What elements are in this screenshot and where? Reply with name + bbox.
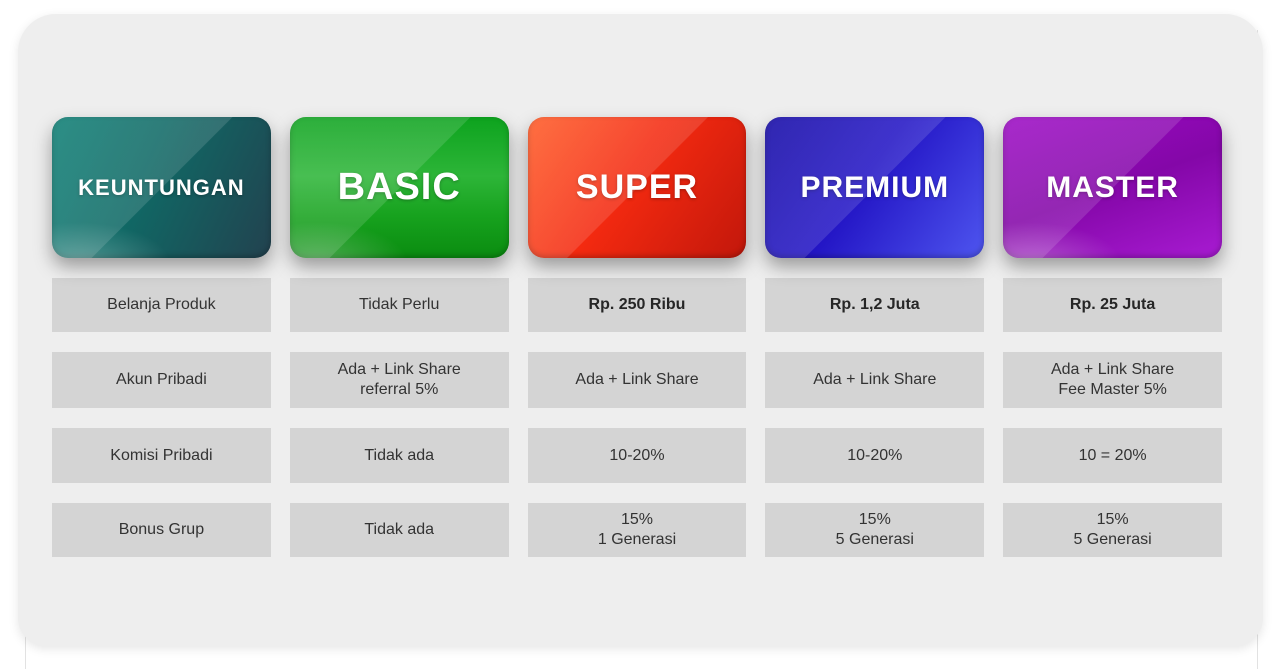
cell-line: 15%: [1096, 511, 1129, 528]
cell-line: Ada + Link Share: [813, 371, 937, 388]
cell-keuntungan-komisi-pribadi: Komisi Pribadi: [52, 428, 271, 483]
cell-keuntungan-belanja-produk: Belanja Produk: [52, 278, 271, 332]
tier-card-super: SUPER: [527, 117, 747, 258]
cell-basic-akun-pribadi: Ada + Link Share referral 5%: [289, 352, 509, 408]
cell-keuntungan-akun-pribadi: Akun Pribadi: [52, 352, 271, 408]
cell-line: Rp. 1,2 Juta: [829, 296, 920, 313]
cell-line: 15%: [858, 511, 891, 528]
cell-premium-komisi-pribadi: 10-20%: [765, 428, 985, 483]
tier-card-label: MASTER: [1046, 170, 1179, 204]
cell-basic-belanja-produk: Tidak Perlu: [289, 278, 509, 332]
cell-master-bonus-grup: 15% 5 Generasi: [1003, 503, 1222, 557]
cell-line: Bonus Grup: [118, 521, 205, 538]
cell-line: Ada + Link Share: [575, 371, 699, 388]
cell-line: Rp. 250 Ribu: [588, 296, 686, 313]
cell-line: Belanja Produk: [107, 296, 216, 313]
cell-line: Akun Pribadi: [116, 371, 207, 388]
tier-card-master: MASTER: [1003, 117, 1222, 258]
cell-super-komisi-pribadi: 10-20%: [527, 428, 747, 483]
cell-super-belanja-produk: Rp. 250 Ribu: [527, 278, 747, 332]
cell-premium-akun-pribadi: Ada + Link Share: [765, 352, 985, 408]
cell-premium-bonus-grup: 15% 5 Generasi: [765, 503, 985, 557]
comparison-panel: KEUNTUNGAN BASIC SUPER PREMIUM MASTER Be…: [18, 14, 1263, 646]
tier-comparison-grid: KEUNTUNGAN BASIC SUPER PREMIUM MASTER Be…: [52, 117, 1222, 557]
cell-premium-belanja-produk: Rp. 1,2 Juta: [765, 278, 985, 332]
cell-basic-bonus-grup: Tidak ada: [289, 503, 509, 557]
tier-card-label: SUPER: [575, 168, 699, 206]
cell-master-belanja-produk: Rp. 25 Juta: [1003, 278, 1222, 332]
cell-line: 10-20%: [847, 446, 903, 464]
cell-line: 10 = 20%: [1078, 446, 1147, 464]
cell-line: Tidak ada: [364, 521, 435, 538]
cell-line: Ada + Link Share: [1050, 361, 1175, 378]
cell-line: Komisi Pribadi: [110, 446, 213, 464]
cell-master-komisi-pribadi: 10 = 20%: [1003, 428, 1222, 483]
tier-card-basic: BASIC: [289, 117, 509, 258]
cell-line: 1 Generasi: [597, 531, 677, 548]
tier-card-label: PREMIUM: [800, 170, 950, 204]
cell-super-akun-pribadi: Ada + Link Share: [527, 352, 747, 408]
tier-card-premium: PREMIUM: [765, 117, 985, 258]
cell-line: 15%: [620, 511, 653, 528]
cell-line: Ada + Link Share: [337, 361, 461, 378]
cell-master-akun-pribadi: Ada + Link Share Fee Master 5%: [1003, 352, 1222, 408]
cell-basic-komisi-pribadi: Tidak ada: [289, 428, 509, 483]
tier-card-label: BASIC: [337, 166, 461, 208]
cell-line: 5 Generasi: [1073, 531, 1152, 548]
cell-super-bonus-grup: 15% 1 Generasi: [527, 503, 747, 557]
cell-line: 10-20%: [609, 446, 665, 464]
cell-line: Tidak ada: [364, 446, 435, 464]
cell-line: Rp. 25 Juta: [1069, 296, 1156, 313]
cell-line: Tidak Perlu: [359, 296, 440, 313]
cell-line: Fee Master 5%: [1058, 381, 1167, 398]
tier-card-label: KEUNTUNGAN: [78, 174, 245, 200]
cell-keuntungan-bonus-grup: Bonus Grup: [52, 503, 271, 557]
cell-line: 5 Generasi: [835, 531, 914, 548]
cell-line: referral 5%: [360, 381, 439, 398]
tier-card-keuntungan: KEUNTUNGAN: [52, 117, 271, 258]
